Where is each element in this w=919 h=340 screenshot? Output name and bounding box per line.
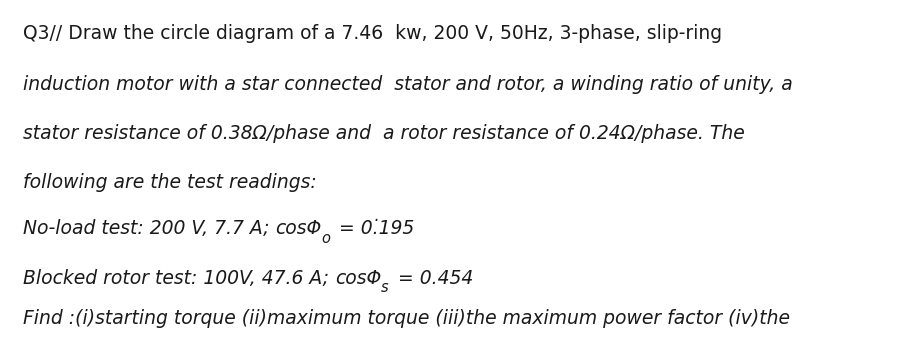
Text: = 0.̇195: = 0.̇195 (333, 219, 414, 238)
Text: cosΦ: cosΦ (335, 269, 380, 288)
Text: Q3// Draw the circle diagram of a 7.46  kw, 200 V, 50Hz, 3-phase, slip-ring: Q3// Draw the circle diagram of a 7.46 k… (23, 24, 721, 43)
Text: induction motor with a star connected  stator and rotor, a winding ratio of unit: induction motor with a star connected st… (23, 75, 792, 94)
Text: stator resistance of 0.38Ω/phase and  a rotor resistance of 0.24Ω/phase. The: stator resistance of 0.38Ω/phase and a r… (23, 124, 744, 143)
Text: = 0.454: = 0.454 (391, 269, 473, 288)
Text: o: o (322, 231, 331, 246)
Text: following are the test readings:: following are the test readings: (23, 173, 316, 192)
Text: Find :(i)starting torque (ii)maximum torque (iii)the maximum power factor (iv)th: Find :(i)starting torque (ii)maximum tor… (23, 309, 789, 328)
Text: s: s (380, 280, 389, 295)
Text: No-load test: 200 V, 7.7 A;: No-load test: 200 V, 7.7 A; (23, 219, 275, 238)
Text: cosΦ: cosΦ (275, 219, 322, 238)
Text: Blocked rotor test: 100V, 47.6 A;: Blocked rotor test: 100V, 47.6 A; (23, 269, 335, 288)
